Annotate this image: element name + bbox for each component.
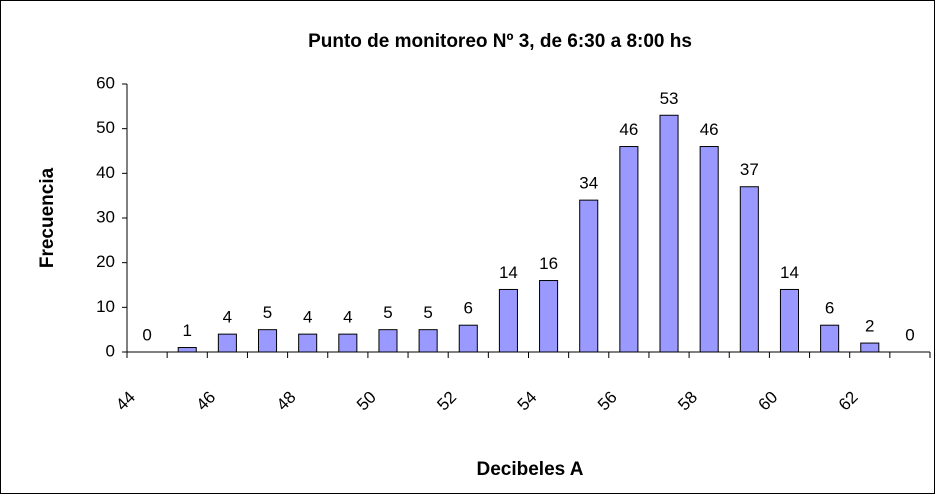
data-label: 0 <box>905 325 914 344</box>
data-label: 16 <box>539 254 558 273</box>
y-tick-label: 40 <box>96 163 115 182</box>
bar <box>498 288 518 353</box>
bar <box>177 347 197 353</box>
bar <box>217 333 237 353</box>
data-label: 6 <box>825 299 834 318</box>
bar <box>860 342 880 353</box>
data-label: 1 <box>182 321 191 340</box>
y-tick-label: 50 <box>96 118 115 137</box>
data-label: 5 <box>263 303 272 322</box>
data-label: 6 <box>464 299 473 318</box>
x-axis-label: Decibeles A <box>476 459 583 480</box>
bar <box>378 329 398 353</box>
data-label: 0 <box>142 325 151 344</box>
bar <box>579 199 599 353</box>
bar <box>820 324 840 353</box>
y-tick-label: 10 <box>96 297 115 316</box>
bar <box>739 186 759 353</box>
data-label: 46 <box>700 120 719 139</box>
y-tick-label: 30 <box>96 207 115 226</box>
bar <box>338 333 358 353</box>
data-label: 46 <box>619 120 638 139</box>
data-label: 14 <box>780 263 799 282</box>
data-label: 53 <box>660 89 679 108</box>
bar <box>418 329 438 353</box>
bar <box>458 324 478 353</box>
data-label: 2 <box>865 317 874 336</box>
y-axis-label: Frecuencia <box>37 167 58 268</box>
bar <box>257 329 278 353</box>
data-label: 4 <box>343 308 352 327</box>
bar <box>539 280 559 353</box>
chart-title: Punto de monitoreo Nº 3, de 6:30 a 8:00 … <box>308 31 692 52</box>
y-tick-label: 60 <box>96 73 115 92</box>
bar <box>779 288 800 353</box>
y-tick-label: 20 <box>96 252 115 271</box>
bar <box>619 146 639 353</box>
data-label: 14 <box>499 263 518 282</box>
data-label: 5 <box>383 303 392 322</box>
bar <box>699 146 719 353</box>
data-label: 4 <box>223 308 232 327</box>
data-label: 34 <box>579 174 598 193</box>
data-label: 4 <box>303 308 312 327</box>
data-label: 37 <box>740 160 759 179</box>
data-label: 5 <box>423 303 432 322</box>
y-tick-label: 0 <box>106 341 115 360</box>
bar <box>659 114 679 353</box>
bar <box>298 333 318 353</box>
